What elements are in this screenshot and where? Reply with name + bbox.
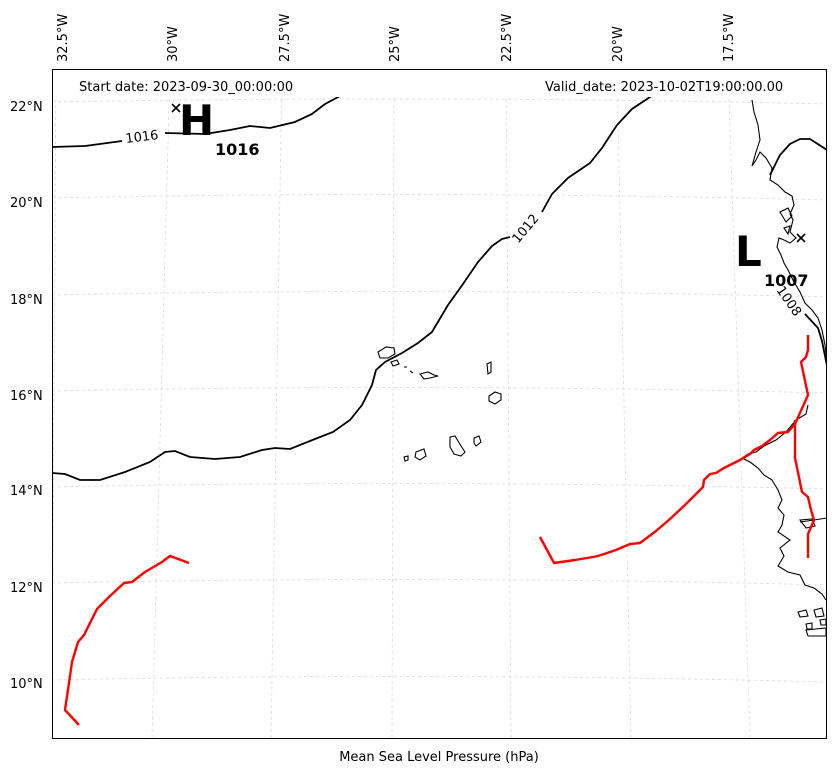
island-santa-luzia	[404, 366, 414, 374]
island-santiago	[449, 435, 466, 457]
x-axis-label: Mean Sea Level Pressure (hPa)	[339, 750, 539, 765]
storm-track-coastal	[793, 420, 816, 558]
lon-label: 20°W	[611, 26, 626, 62]
low-center-letter: L	[735, 227, 762, 276]
islet	[819, 618, 827, 626]
lat-label: 22°N	[10, 100, 43, 115]
longitude-labels: 32.5°W 30°W 27.5°W 25°W 22.5°W 20°W 17.5…	[56, 14, 737, 62]
lat-label: 10°N	[10, 677, 43, 692]
storm-track-west	[63, 554, 190, 726]
high-center-letter: H	[179, 96, 214, 145]
lat-label: 20°N	[10, 196, 43, 211]
island-brava	[403, 455, 409, 462]
isobar-1016	[52, 94, 343, 148]
isobar-1008	[769, 138, 827, 176]
island-maio	[473, 435, 482, 447]
date-banner-bg	[52, 69, 827, 97]
low-center-value: 1007	[764, 271, 809, 290]
latitude-labels: 22°N 20°N 18°N 16°N 14°N 12°N 10°N	[10, 100, 43, 692]
island-sao-nicolau	[419, 371, 439, 380]
coastlines	[377, 99, 827, 637]
map-frame	[52, 69, 827, 739]
contour-label-1012: 1012	[510, 212, 543, 247]
contour-label-1016: 1016	[125, 128, 160, 147]
lat-label: 18°N	[10, 293, 43, 308]
graticule	[52, 69, 827, 739]
lat-label: 16°N	[10, 389, 43, 404]
islet	[805, 622, 813, 630]
lon-label: 25°W	[388, 26, 403, 62]
pressure-center-markers	[171, 103, 806, 243]
lon-label: 17.5°W	[722, 14, 737, 62]
africa-coast	[751, 99, 827, 363]
island-fogo	[414, 448, 427, 461]
start-date: Start date: 2023-09-30_00:00:00	[79, 80, 293, 95]
island-boa-vista	[488, 391, 502, 405]
island-santo-antao	[377, 346, 396, 359]
islet	[783, 225, 791, 236]
islet	[805, 627, 827, 637]
islet	[797, 609, 809, 618]
lat-label: 12°N	[10, 581, 43, 596]
island-sao-vicente	[390, 359, 400, 367]
islet	[813, 607, 825, 618]
lon-label: 27.5°W	[278, 14, 293, 62]
pressure-centers: H 1016 L 1007	[179, 96, 809, 290]
lat-label: 14°N	[10, 484, 43, 499]
valid-date: Valid_date: 2023-10-02T19:00:00.00	[545, 80, 783, 95]
high-center-marker	[171, 103, 181, 113]
lon-label: 30°W	[166, 26, 181, 62]
islet	[798, 518, 816, 529]
isobar-1008-lower	[804, 313, 827, 367]
high-center-value: 1016	[215, 140, 260, 159]
storm-tracks	[63, 335, 816, 726]
island-sal	[486, 361, 492, 375]
lon-label: 22.5°W	[500, 14, 515, 62]
low-center-marker	[796, 233, 806, 243]
islet	[779, 207, 793, 223]
africa-coast-south	[740, 404, 827, 601]
storm-track-central	[538, 335, 810, 565]
lon-label: 32.5°W	[56, 14, 71, 62]
